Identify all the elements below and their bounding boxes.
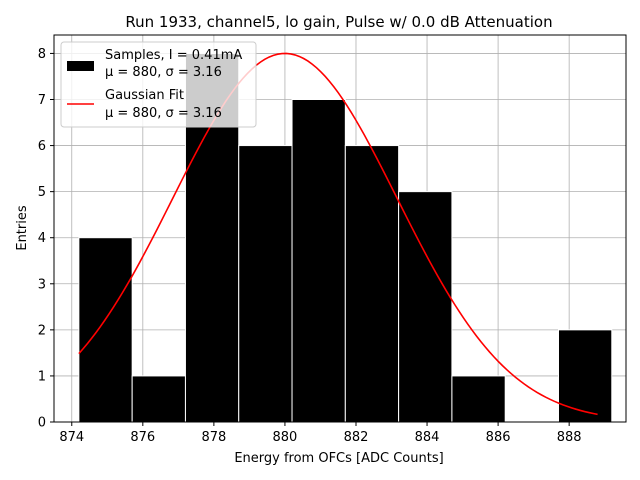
- y-tick-label: 7: [38, 93, 46, 108]
- gaussian-fit: [78, 52, 598, 416]
- legend-fit-stats: μ = 880, σ = 3.16: [105, 106, 222, 121]
- axes-frame: [53, 34, 627, 423]
- x-tick-label: 878: [201, 430, 226, 445]
- histogram-bar-8: [451, 375, 506, 423]
- histogram-bar-7: [398, 191, 453, 423]
- x-axis-ticks: 874 876 878 880 882 884 886 888: [59, 422, 582, 445]
- y-tick-label: 1: [38, 369, 46, 384]
- x-tick-label: 876: [130, 430, 155, 445]
- x-tick-label: 886: [486, 430, 511, 445]
- histogram-bar-10: [557, 329, 613, 423]
- y-tick-label: 0: [38, 416, 46, 431]
- y-tick-label: 4: [38, 231, 46, 246]
- legend-fit-name: Gaussian Fit: [105, 88, 184, 103]
- y-tick-label: 5: [38, 185, 46, 200]
- y-tick-label: 6: [38, 139, 46, 154]
- x-tick-label: 880: [273, 430, 298, 445]
- histogram-bar-4: [238, 145, 293, 423]
- histogram-bar-5: [291, 99, 346, 423]
- legend: Samples, I = 0.41mA μ = 880, σ = 3.16 Ga…: [60, 41, 257, 128]
- y-tick-label: 8: [38, 47, 46, 62]
- legend-histogram-name: Samples, I = 0.41mA: [105, 48, 242, 63]
- x-tick-label: 884: [415, 430, 440, 445]
- y-tick-label: 2: [38, 323, 46, 338]
- chart-title: Run 1933, channel5, lo gain, Pulse w/ 0.…: [125, 13, 552, 31]
- legend-box: [60, 41, 257, 128]
- y-tick-label: 3: [38, 277, 46, 292]
- x-axis-label: Energy from OFCs [ADC Counts]: [234, 451, 443, 466]
- x-tick-label: 882: [344, 430, 369, 445]
- histogram-bar-6: [344, 145, 400, 423]
- histogram-bar-2: [131, 375, 186, 423]
- y-axis-label: Entries: [15, 205, 30, 251]
- legend-histogram-swatch: [67, 61, 94, 71]
- legend-histogram-stats: μ = 880, σ = 3.16: [105, 65, 222, 80]
- gaussian-fit-line: [78, 52, 598, 416]
- histogram-bar-1: [78, 237, 133, 423]
- x-tick-label: 888: [557, 430, 582, 445]
- y-axis-ticks: 0 1 2 3 4 5 6 7 8: [38, 47, 54, 431]
- x-tick-label: 874: [59, 430, 84, 445]
